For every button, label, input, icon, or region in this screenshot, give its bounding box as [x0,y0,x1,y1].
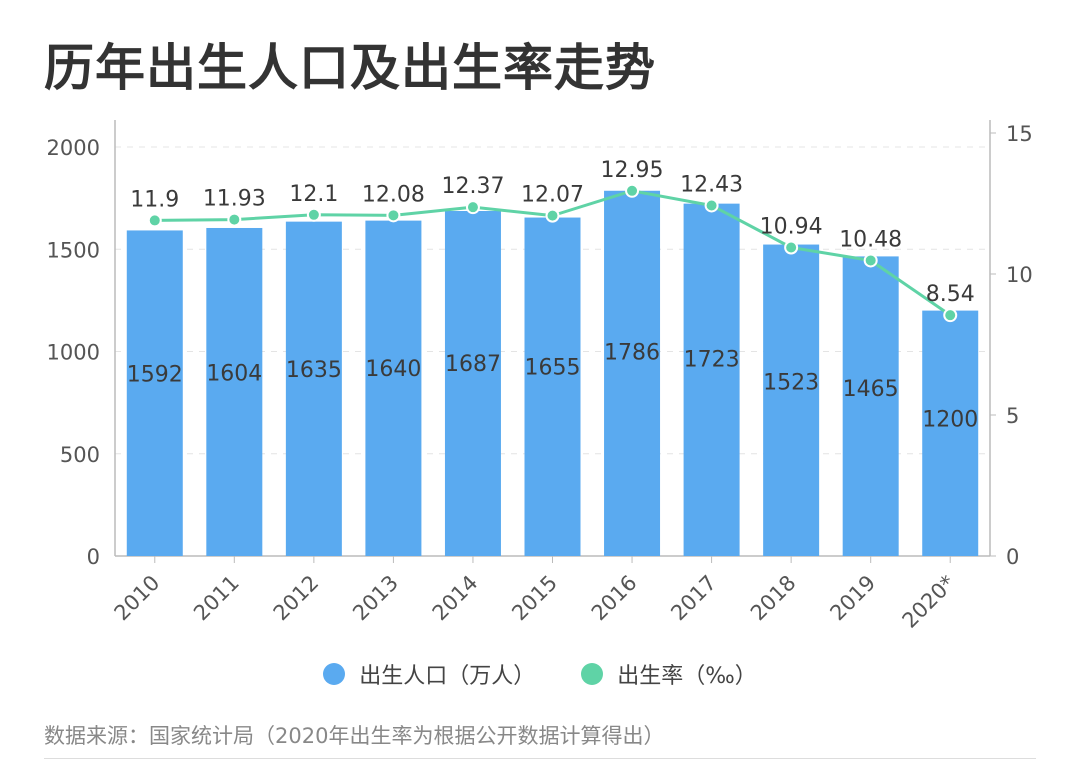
x-tick-label-2015: 2015 [507,571,562,626]
x-tick-label-2017: 2017 [666,571,721,626]
rate-label-2016: 12.95 [601,158,664,183]
bar-label-2010: 1592 [127,363,183,388]
bar-label-2016: 1786 [604,340,660,365]
bar-label-2019: 1465 [843,377,899,402]
bar-label-2015: 1655 [525,355,581,380]
rate-label-2018: 10.94 [760,214,823,239]
right-tick-label-0: 0 [1006,545,1019,569]
bar-label-2020*: 1200 [922,408,978,433]
legend-dot-rate [581,663,604,685]
legend-label-rate: 出生率（‰） [617,664,757,689]
left-tick-label-1500: 1500 [47,238,100,262]
rate-label-2010: 11.9 [130,187,179,212]
bar-2015 [524,217,581,557]
left-tick-label-1000: 1000 [47,341,100,365]
rate-point-2020* [943,308,958,323]
bar-label-2011: 1604 [206,361,262,386]
rate-point-2018 [784,240,799,255]
x-tick-label-2018: 2018 [746,571,801,626]
bar-2011 [206,227,263,556]
bar-label-2014: 1687 [445,352,501,377]
rate-label-2019: 10.48 [839,227,902,252]
bar-label-2013: 1640 [365,357,421,382]
rate-label-2013: 12.08 [362,182,425,207]
bar-2010 [126,230,183,556]
right-tick-label-10: 10 [1006,263,1033,287]
bar-2017 [683,203,740,557]
rate-point-2010 [147,213,162,228]
rate-line [147,183,958,323]
rate-point-2012 [306,207,321,222]
x-tick-label-2020*: 2020* [898,571,960,633]
bar-label-2017: 1723 [684,348,740,373]
rate-label-2011: 11.93 [203,187,266,212]
bar-2013 [365,220,422,556]
rate-label-2017: 12.43 [680,172,743,197]
x-tick-label-2016: 2016 [587,571,642,626]
rate-point-2015 [545,208,560,223]
x-tick-label-2019: 2019 [825,571,880,626]
bar-2014 [444,211,501,557]
rate-label-2012: 12.1 [289,182,338,207]
rate-point-2019 [863,253,878,268]
rate-label-2020*: 8.54 [926,282,975,307]
legend-item-population[interactable]: 出生人口（万人） [323,658,535,690]
rate-point-2016 [625,183,640,198]
rate-point-2014 [465,200,480,215]
legend-dot-population [323,663,346,685]
bar-2018 [763,244,820,556]
footer-divider [44,758,1036,759]
page-title: 历年出生人口及出生率走势 [44,39,656,97]
right-tick-label-15: 15 [1006,122,1033,146]
bar-label-2018: 1523 [763,371,819,396]
bar-2012 [285,221,342,556]
rate-point-2013 [386,208,401,223]
rate-point-2011 [227,212,242,227]
x-tick-label-2012: 2012 [269,571,324,626]
left-tick-label-2000: 2000 [47,136,100,160]
right-tick-label-5: 5 [1006,404,1019,428]
rate-label-2014: 12.37 [441,174,504,199]
bar-2020* [922,310,979,556]
bar-label-2012: 1635 [286,358,342,383]
x-tick-label-2010: 2010 [110,571,165,626]
legend-label-population: 出生人口（万人） [359,664,536,689]
x-tick-label-2013: 2013 [348,571,403,626]
bar-2019 [842,256,899,556]
left-tick-label-500: 500 [60,443,100,467]
legend: 出生人口（万人） 出生率（‰） [0,658,1080,690]
source-note: 数据来源：国家统计局（2020年出生率为根据公开数据计算得出） [44,724,665,748]
bar-2016 [604,190,661,556]
x-tick-label-2011: 2011 [189,571,244,626]
x-tick-label-2014: 2014 [428,571,483,626]
combo-chart: 0 500 1000 1500 2000 0 5 10 15 2010 2011 2012 2013 20… [47,120,1033,633]
left-tick-label-0: 0 [87,545,100,569]
rate-point-2017 [704,198,719,213]
rate-label-2015: 12.07 [521,183,584,208]
population-bars [126,190,979,557]
data-labels: 1592 1604 1635 1640 1687 1655 1786 1723 1523 1465… [127,158,978,433]
legend-item-rate[interactable]: 出生率（‰） [581,658,757,690]
